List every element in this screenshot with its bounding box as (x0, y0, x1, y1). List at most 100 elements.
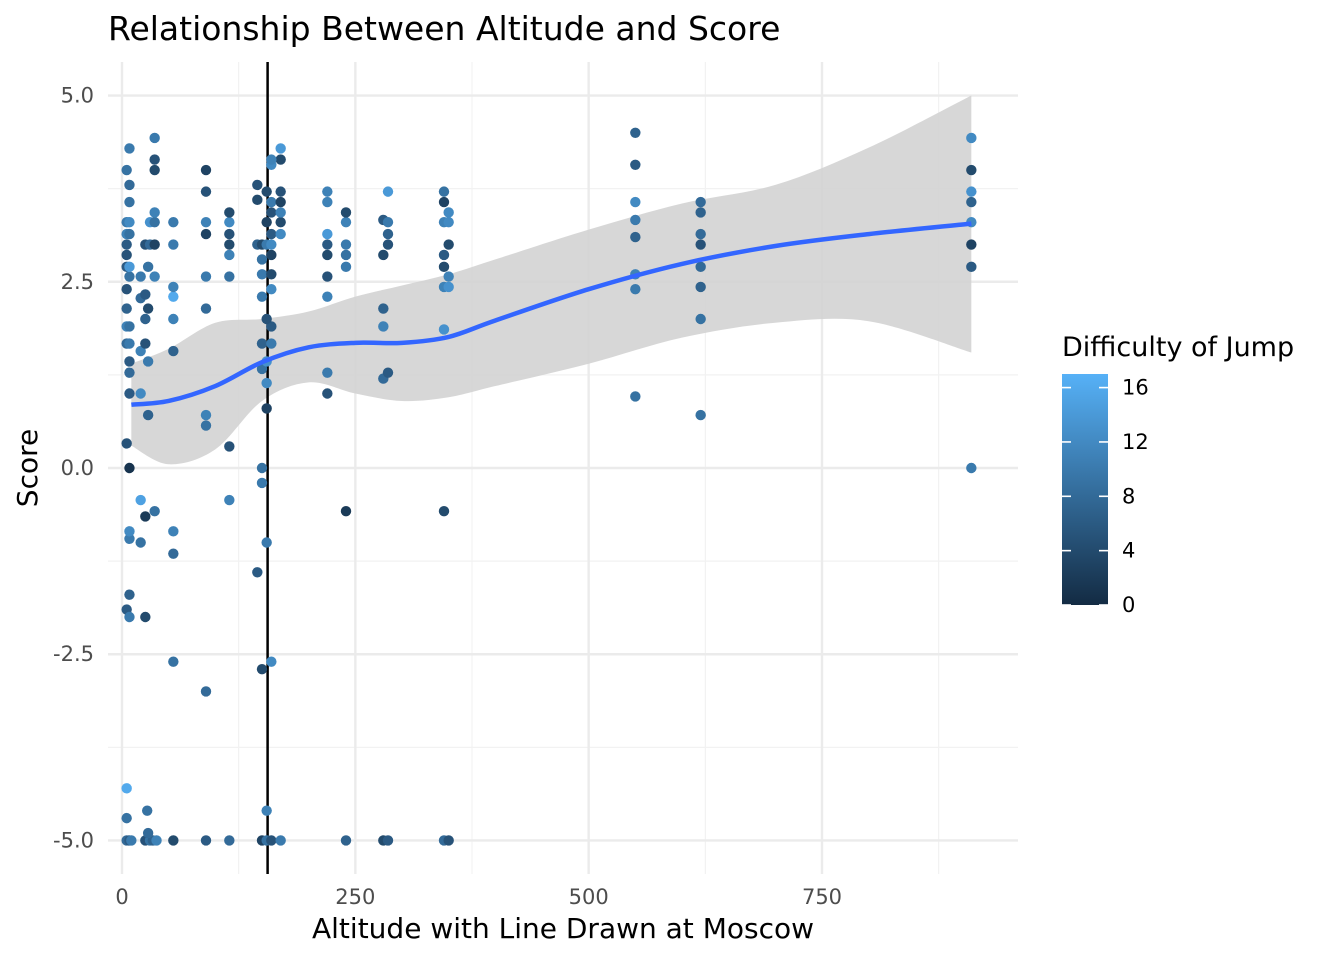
legend-tick-label: 4 (1122, 539, 1135, 563)
data-point (256, 462, 268, 474)
data-point (124, 526, 135, 537)
data-point (340, 261, 352, 273)
x-axis-title: Altitude with Line Drawn at Moscow (312, 912, 814, 945)
data-point (121, 812, 132, 824)
data-point (322, 228, 333, 240)
data-point (275, 228, 286, 240)
data-point (149, 207, 160, 218)
data-point (168, 526, 179, 537)
data-point (121, 239, 132, 250)
data-point (382, 228, 394, 240)
data-point (630, 391, 641, 402)
data-point (121, 164, 132, 176)
data-point (340, 835, 352, 846)
data-point (200, 164, 212, 176)
data-point (168, 835, 179, 846)
data-point (966, 261, 977, 273)
data-point (322, 291, 333, 302)
data-point (124, 356, 135, 367)
data-point (966, 132, 977, 144)
data-point (630, 159, 641, 171)
data-point (121, 284, 132, 295)
data-point (135, 271, 146, 282)
data-point (200, 303, 212, 314)
data-point (124, 196, 135, 208)
data-point (252, 567, 263, 578)
data-point (142, 356, 154, 367)
data-point (261, 216, 272, 228)
data-point (200, 420, 212, 431)
data-point (168, 656, 179, 667)
data-point (261, 313, 272, 325)
data-point (266, 196, 277, 208)
data-point (124, 367, 135, 378)
data-point (224, 239, 235, 250)
data-point (630, 284, 641, 295)
data-point (340, 506, 352, 517)
data-point (340, 207, 352, 218)
data-point (224, 494, 235, 506)
data-point (124, 388, 135, 399)
y-tick-label: 5.0 (61, 84, 94, 108)
data-point (224, 441, 235, 452)
data-point (443, 216, 454, 228)
data-point (142, 827, 154, 839)
legend-ticks: 0 4 8 12 16 (1062, 376, 1149, 617)
data-point (695, 409, 706, 421)
legend-tick-label: 0 (1122, 593, 1135, 617)
data-point (443, 271, 454, 282)
data-point (266, 321, 277, 332)
data-point (149, 216, 160, 228)
data-point (124, 261, 135, 273)
smooth-line (131, 221, 972, 407)
data-point (382, 835, 394, 846)
data-point (695, 228, 706, 240)
data-point (266, 207, 277, 218)
y-tick-label: -5.0 (53, 828, 94, 852)
y-tick-label: 2.5 (61, 270, 94, 294)
data-point (266, 338, 277, 349)
x-tick-label: 250 (335, 885, 375, 909)
data-point (630, 231, 641, 243)
smooth-trend-line (131, 221, 972, 407)
data-point (275, 835, 286, 846)
data-point (121, 303, 132, 314)
data-point (200, 409, 212, 421)
data-point (256, 363, 268, 375)
data-point (438, 261, 450, 273)
data-point (149, 239, 160, 250)
data-point (168, 345, 179, 357)
data-point (438, 506, 450, 517)
data-point (140, 611, 151, 623)
data-point (438, 324, 450, 335)
data-point (224, 207, 235, 218)
data-point (142, 805, 153, 816)
data-point (378, 321, 389, 332)
data-point (121, 783, 132, 794)
data-point (266, 284, 277, 295)
data-point (200, 228, 212, 240)
data-point (256, 663, 268, 675)
data-point (322, 367, 333, 378)
data-point (275, 207, 286, 218)
data-point (168, 281, 179, 293)
data-point (142, 261, 154, 273)
data-point (266, 154, 277, 165)
y-tick-label: 0.0 (61, 456, 94, 480)
legend-title: Difficulty of Jump (1062, 332, 1294, 363)
data-point (966, 239, 977, 250)
data-point (124, 589, 135, 600)
data-point (124, 462, 135, 474)
y-axis-ticks: -5.0 -2.5 0.0 2.5 5.0 (53, 84, 94, 853)
data-point (275, 143, 286, 154)
data-point (140, 289, 151, 300)
data-point (261, 377, 272, 389)
data-point (224, 216, 235, 228)
data-point (275, 216, 286, 228)
data-point (630, 127, 641, 138)
data-point (135, 537, 146, 548)
data-point (256, 477, 268, 489)
data-point (322, 249, 333, 261)
data-point (382, 216, 394, 228)
